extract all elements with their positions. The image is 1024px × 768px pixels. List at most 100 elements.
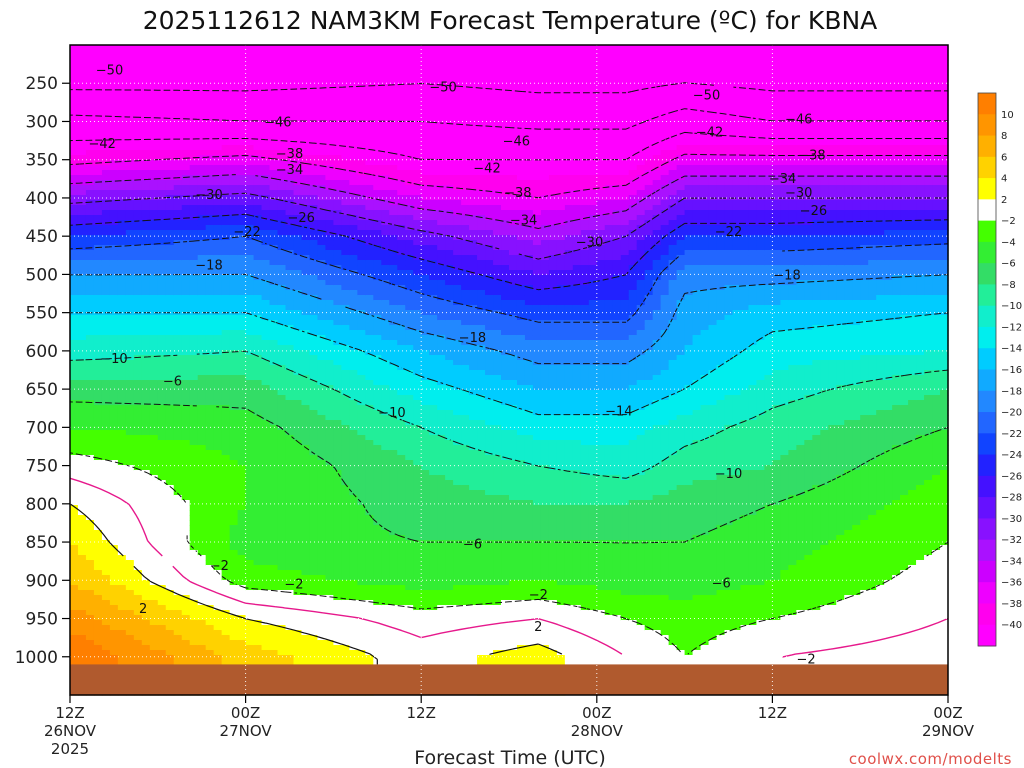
heat-cell: [349, 295, 358, 301]
heat-cell: [285, 330, 295, 336]
heat-cell: [309, 165, 319, 171]
heat-cell: [349, 530, 358, 536]
heat-cell: [189, 265, 199, 271]
heat-cell: [149, 610, 159, 616]
heat-cell: [365, 165, 374, 171]
heat-cell: [173, 345, 183, 351]
heat-cell: [189, 90, 199, 96]
heat-cell: [117, 655, 127, 661]
heat-cell: [253, 570, 263, 576]
heat-cell: [341, 580, 350, 586]
heat-cell: [109, 635, 119, 641]
heat-cell: [245, 90, 255, 96]
heat-cell: [277, 450, 287, 456]
heat-cell: [141, 520, 151, 526]
heat-cell: [357, 490, 366, 496]
heat-cell: [141, 450, 151, 456]
heat-cell: [357, 415, 366, 421]
heat-cell: [229, 90, 239, 96]
heat-cell: [197, 515, 207, 521]
heat-cell: [165, 470, 175, 476]
heat-cell: [173, 415, 183, 421]
heat-cell: [349, 90, 358, 96]
heat-cell: [293, 395, 303, 401]
heat-cell: [133, 570, 143, 576]
heat-cell: [157, 205, 167, 211]
heat-cell: [317, 455, 327, 461]
heat-cell: [229, 175, 239, 181]
heat-cell: [333, 380, 342, 386]
heat-cell: [277, 500, 287, 506]
heat-cell: [125, 480, 135, 486]
heat-cell: [349, 540, 358, 546]
heat-cell: [237, 330, 247, 336]
heat-cell: [221, 300, 231, 306]
heat-cell: [309, 400, 319, 406]
heat-cell: [181, 65, 191, 71]
heat-cell: [197, 445, 207, 451]
heat-cell: [309, 245, 319, 251]
heat-cell: [77, 465, 87, 471]
heat-cell: [325, 560, 334, 566]
heat-cell: [333, 545, 342, 551]
heat-cell: [285, 270, 295, 276]
heat-cell: [197, 65, 207, 71]
heat-cell: [93, 645, 103, 651]
heat-cell: [301, 480, 311, 486]
heat-cell: [229, 135, 239, 141]
heat-cell: [341, 220, 350, 226]
heat-cell: [261, 250, 271, 256]
heat-cell: [181, 610, 191, 616]
heat-cell: [149, 515, 159, 521]
heat-cell: [341, 540, 350, 546]
heat-cell: [293, 190, 303, 196]
heat-cell: [77, 370, 87, 376]
heat-cell: [317, 100, 327, 106]
heat-cell: [357, 645, 366, 651]
heat-cell: [301, 200, 311, 206]
heat-cell: [269, 50, 279, 56]
heat-cell: [109, 115, 119, 121]
heat-cell: [197, 640, 207, 646]
heat-cell: [205, 470, 215, 476]
heat-cell: [301, 510, 311, 516]
heat-cell: [133, 120, 143, 126]
heat-cell: [333, 325, 342, 331]
heat-cell: [229, 590, 239, 596]
heat-cell: [229, 295, 239, 301]
heat-cell: [325, 335, 334, 341]
heat-cell: [261, 240, 271, 246]
heat-cell: [277, 170, 287, 176]
heat-cell: [109, 315, 119, 321]
heat-cell: [213, 440, 223, 446]
heat-cell: [213, 335, 223, 341]
heat-cell: [317, 510, 327, 516]
heat-cell: [93, 660, 103, 666]
heat-cell: [173, 580, 183, 586]
heat-cell: [341, 555, 350, 561]
heat-cell: [285, 195, 295, 201]
heat-cell: [173, 535, 183, 541]
heat-cell: [125, 215, 135, 221]
heat-cell: [357, 445, 366, 451]
heat-cell: [205, 265, 215, 271]
heat-cell: [245, 585, 255, 591]
heat-cell: [181, 300, 191, 306]
heat-cell: [309, 425, 319, 431]
heat-cell: [341, 535, 350, 541]
heat-cell: [357, 395, 366, 401]
heat-cell: [205, 530, 215, 536]
heat-cell: [341, 230, 350, 236]
heat-cell: [245, 115, 255, 121]
heat-cell: [221, 545, 231, 551]
heat-cell: [109, 400, 119, 406]
heat-cell: [173, 440, 183, 446]
heat-cell: [349, 230, 358, 236]
heat-cell: [349, 585, 358, 591]
heat-cell: [173, 300, 183, 306]
heat-cell: [141, 390, 151, 396]
heat-cell: [285, 605, 295, 611]
heat-cell: [157, 150, 167, 156]
heat-cell: [109, 490, 119, 496]
heat-cell: [277, 325, 287, 331]
